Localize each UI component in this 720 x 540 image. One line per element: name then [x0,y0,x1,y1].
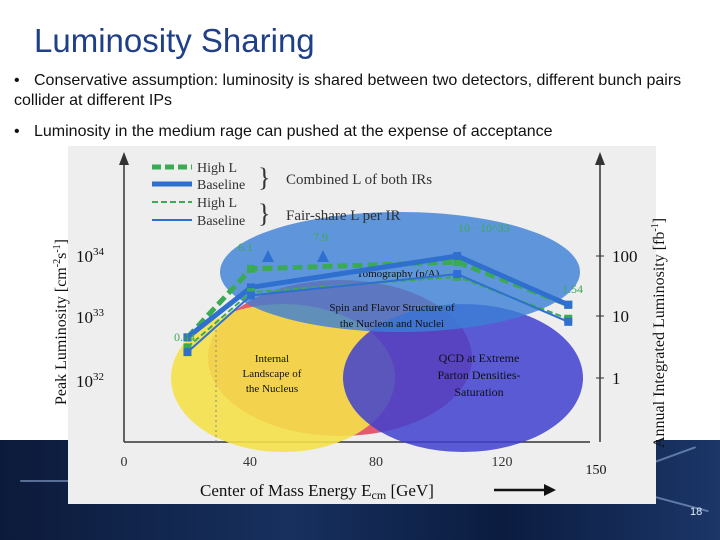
marker-up-icon [317,250,329,262]
series-point-0-2 [453,258,462,267]
value-label-1-54: 1.54 [562,282,583,296]
legend-group-fair-share: Fair-share L per IR [286,208,401,224]
left-axis-arrow-icon [119,152,129,165]
x-tick-120: 120 [492,455,513,470]
series-line-3 [186,273,569,353]
region-tomography [220,212,580,332]
region-label-spin-2: the Nucleon and Nuclei [340,318,444,330]
legend-group-combined: Combined L of both IRs [286,172,432,188]
legend-label-high-l-2: High L [197,196,237,211]
series-lines [183,252,573,357]
x-tick-0: 0 [121,455,128,470]
region-label-landscape-2: Landscape of [243,368,302,380]
series-point-1-0 [183,333,192,342]
legend-brace-icon: } [258,199,270,228]
right-tick-1: 1 [612,369,621,388]
x-axis-label: Center of Mass Energy Ecm [GeV] [200,481,434,502]
bullet-1: • Conservative assumption: luminosity is … [14,71,694,111]
series-point-1-3 [564,300,573,309]
series-point-3-1 [246,291,255,300]
series-point-1-1 [246,283,255,292]
series-line-1 [185,253,570,340]
y-left-label: Peak Luminosity [cm-2s-1] [52,239,70,405]
series-line-0 [185,259,570,340]
value-label-10: 10 · 10^33 [458,221,510,235]
region-label-landscape-3: the Nucleus [246,383,298,395]
series-point-1-2 [453,252,462,260]
legend-label-high-l: High L [197,161,237,176]
x-tick-150: 150 [586,463,607,478]
slide-title: Luminosity Sharing [34,22,315,59]
right-tick-100: 100 [612,247,638,266]
series-point-2-0 [183,343,192,352]
legend-label-baseline: Baseline [197,178,245,193]
x-arrow-icon [544,484,556,496]
region-label-saturation-3: Saturation [454,385,503,399]
series-point-3-3 [564,317,573,326]
series-point-0-1 [246,264,255,273]
right-tick-10: 10 [612,307,629,326]
region-label-landscape: Internal [255,353,289,365]
region-label-saturation-2: Parton Densities- [438,368,521,382]
legend-label-baseline-2: Baseline [197,214,245,229]
bullet-2-text: Luminosity in the medium rage can pushed… [34,123,553,140]
bullet-dot-icon: • [14,72,20,89]
x-tick-80: 80 [369,455,383,470]
bullet-dot-icon: • [14,123,20,140]
region-label-spin: Spin and Flavor Structure of [329,302,455,314]
x-tick-40: 40 [243,455,257,470]
region-label-saturation: QCD at Extreme [439,351,520,365]
marker-up-icon [262,250,274,262]
region-label-tomography: Tomography (p/A) [357,268,440,280]
value-label-7-9: 7.9 [313,230,328,244]
y-right-label: Annual Integrated Luminosity [fb-1] [650,218,668,448]
page-number: 18 [690,506,703,518]
right-axis-arrow-icon [595,152,605,165]
legend-brace-icon: } [258,163,270,192]
bullet-1-text: Conservative assumption: luminosity is s… [14,72,682,109]
legend: High L Baseline High L Baseline } } Comb… [152,161,432,229]
value-label-0-44: 0.44 [174,330,195,344]
value-label-6-1: 6.1 [238,240,253,254]
series-point-3-2 [453,270,462,279]
region-internal-landscape [171,304,395,452]
bullet-2: • Luminosity in the medium rage can pushe… [14,122,553,142]
series-point-3-0 [183,348,192,357]
region-saturation [343,304,583,452]
